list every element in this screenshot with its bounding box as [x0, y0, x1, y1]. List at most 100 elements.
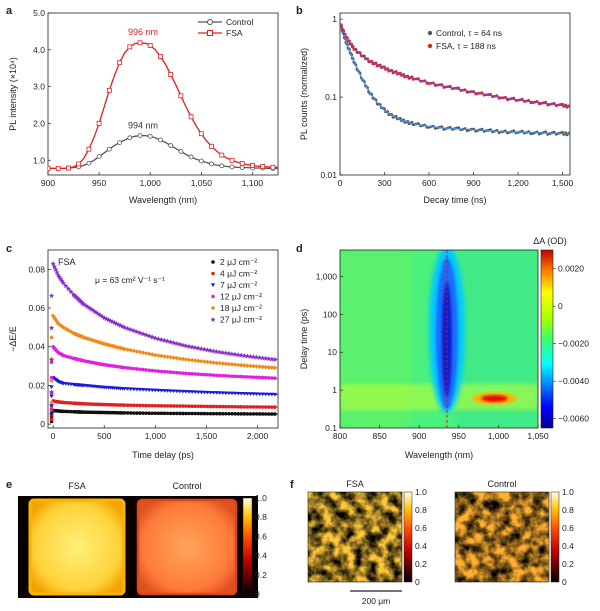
panel-a-xtick-label: 1,100	[242, 178, 264, 188]
panel-a-point-control	[106, 146, 112, 152]
panel-a-point-control	[86, 160, 92, 166]
panel-d-heatmap	[340, 250, 538, 428]
panel-a-point-control	[137, 133, 143, 139]
panel-a-point-fsa	[198, 131, 204, 137]
panel-e-fsa-film-edge	[28, 498, 126, 596]
panel-a-point-control	[198, 158, 204, 164]
panel-d-xtick-label: 800	[333, 431, 347, 441]
panel-a-point-fsa	[250, 163, 255, 168]
panel-d-ytick-label: 1,000	[316, 271, 338, 281]
panel-c-ytick-label: 0.02	[28, 380, 45, 390]
panel-f-fsa-colorbar-tick-label: 0	[415, 577, 420, 587]
panel-letter-b: b	[296, 5, 303, 17]
panel-a-pl-spectra: 900 950 1,000 1,050 1,100 1.0 2.0 3.0 4.0 5.0 996…	[8, 8, 279, 205]
panel-c-legend-label-5: 18 μJ cm⁻²	[220, 303, 262, 313]
panel-d-ytick-label: 0.1	[325, 423, 337, 433]
panel-a-xtick-label: 1,000	[140, 178, 162, 188]
panel-c-point-series-3	[49, 413, 54, 417]
panel-c-xtick-label: 2,000	[247, 431, 269, 441]
panel-a-point-fsa	[168, 72, 174, 77]
panel-a-point-fsa	[48, 165, 51, 171]
panel-a-frame	[47, 12, 279, 176]
panel-a-peak-label-fsa: 996 nm	[128, 27, 158, 37]
panel-b-ytick-label: 0.01	[320, 170, 337, 180]
legend-marker-control-decay	[427, 30, 433, 36]
panel-a-xtick-label: 1,050	[191, 178, 213, 188]
panel-a-point-fsa	[96, 121, 102, 126]
panel-b-xtick-label: 0	[338, 178, 343, 188]
map-control-frame	[454, 491, 550, 583]
panel-e-colorbar-tick-label: 0	[255, 589, 260, 599]
panel-d-ytick-label: 100	[323, 309, 337, 319]
panel-a-point-fsa	[209, 143, 214, 149]
panel-a-point-fsa	[66, 165, 71, 171]
panel-a-point-control	[117, 140, 122, 146]
panel-f-label-control: Control	[487, 479, 516, 489]
legend-label-control: Control	[226, 17, 254, 27]
panel-d-xtick-label: 1,000	[488, 431, 510, 441]
panel-c-point-series-4	[49, 406, 54, 411]
panel-f-fsa-colorbar-tick-label: 0.2	[415, 559, 427, 569]
panel-e-colorbar-tick-label: 0.8	[255, 512, 267, 522]
panel-f-control-colorbar-tick-label: 0.4	[562, 541, 574, 551]
panel-a-point-control	[239, 165, 245, 171]
panel-c-legend-label-6: 27 μJ cm⁻²	[220, 315, 262, 325]
panel-a-ylabel: PL intensity (×10⁴)	[8, 57, 18, 131]
panel-c-legend-marker-3	[210, 283, 216, 287]
panel-c-ytick-label: 0.04	[28, 342, 45, 352]
legend-label-control-decay: Control, τ = 64 ns	[436, 28, 502, 38]
panel-c-fit-series-2	[53, 400, 278, 408]
panel-c-frame	[47, 249, 279, 429]
panel-d-colorbar-tick-label: −0.0020	[558, 339, 589, 349]
panel-a-point-control	[229, 164, 235, 170]
panel-a-xtick-label: 900	[41, 178, 55, 188]
panel-a-point-fsa	[86, 146, 92, 152]
panel-c-point-series-6	[48, 293, 55, 299]
panel-c-point-series-5	[49, 335, 54, 340]
panel-d-ytick-label: 10	[328, 347, 338, 357]
panel-e-colorbar-tick-label: 0.4	[255, 551, 267, 561]
panel-a-ytick-label: 4.0	[33, 45, 45, 55]
panel-c-thz-photoconductivity: 0 500 1,000 1,500 2,000 0 0.02 0.04 0.06 0.08 FSA…	[8, 249, 279, 460]
panel-a-point-fsa	[270, 164, 276, 170]
panel-c-legend-label-2: 4 μJ cm⁻²	[220, 269, 257, 279]
panel-b-fit-control	[340, 22, 570, 135]
panel-b-ytick-label: 0.1	[325, 92, 337, 102]
panel-a-point-fsa	[147, 43, 153, 48]
panel-c-point-series-2	[49, 417, 54, 422]
panel-f-control-colorbar-tick-label: 0.2	[562, 559, 574, 569]
panel-a-point-control	[168, 143, 174, 148]
panel-c-point-series-5	[49, 400, 54, 405]
map-control-texture	[455, 492, 549, 582]
panel-c-title: FSA	[58, 257, 76, 267]
panel-c-ytick-label: 0.06	[28, 303, 45, 313]
legend-label-fsa-decay: FSA, τ = 188 ns	[436, 41, 496, 51]
panel-c-ytick-label: 0	[40, 419, 45, 429]
panel-e-label-control: Control	[172, 481, 201, 491]
panel-f-colorbar-fsa	[403, 491, 413, 583]
panel-c-legend-marker-6	[210, 316, 216, 322]
map-fsa-texture	[308, 492, 402, 582]
heatmap-bleach-core	[441, 281, 452, 398]
panel-e-colorbar	[242, 497, 253, 595]
panel-c-fit-series-6	[52, 263, 278, 361]
panel-a-point-control	[147, 133, 153, 139]
panel-d-colorbar-tick-label: −0.0040	[558, 376, 589, 386]
panel-d-colorbar-tick-label: −0.0060	[558, 414, 589, 424]
panel-f-colorbar-control	[550, 491, 560, 583]
panel-c-legend-label-4: 12 μJ cm⁻²	[220, 292, 262, 302]
panel-d-xtick-label: 900	[412, 431, 426, 441]
panel-letter-e: e	[6, 479, 12, 491]
panel-a-point-control	[96, 154, 102, 159]
panel-c-legend-marker-4	[211, 294, 215, 299]
panel-c-fit-series-4	[52, 346, 278, 379]
panel-d-xtick-label: 950	[452, 431, 466, 441]
panel-b-frame	[339, 12, 571, 176]
panel-c-mobility-annotation: μ = 63 cm² V⁻¹ s⁻¹	[95, 275, 165, 285]
panel-c-point-series-3	[49, 385, 54, 389]
panel-a-point-control	[188, 154, 194, 160]
panel-c-ytick-label: 0.08	[28, 264, 45, 274]
panel-d-ytick-label: 1	[332, 385, 337, 395]
panel-a-point-fsa	[178, 93, 184, 99]
panel-e-pl-images: FSA Control 0 0.2 0.4 0.6 0.8 1.0	[18, 481, 267, 599]
